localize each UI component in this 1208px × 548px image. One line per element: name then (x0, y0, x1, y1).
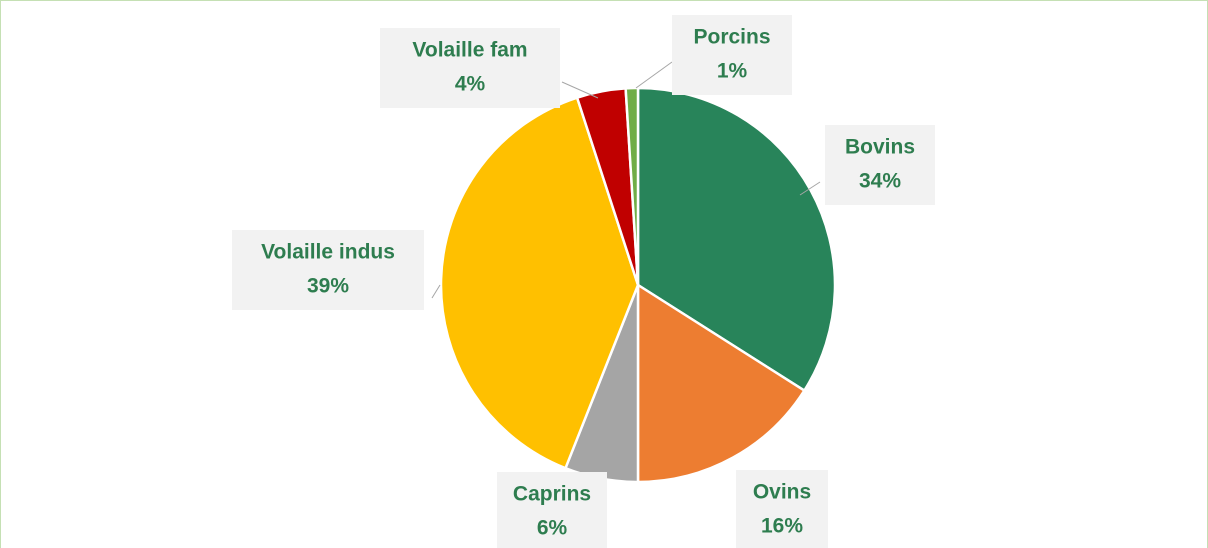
category-label: Porcins (693, 26, 770, 49)
pie-slice (624, 86, 640, 286)
leader-line (635, 61, 673, 89)
label-box (232, 230, 424, 310)
pie-slice (636, 282, 807, 484)
label-box (672, 15, 792, 95)
category-label: Ovins (753, 481, 811, 504)
value-label: 34% (859, 170, 901, 193)
leader-line (799, 181, 821, 196)
value-label: 4% (455, 73, 486, 96)
label-box (380, 28, 560, 108)
value-label: 1% (717, 60, 748, 83)
category-label: Caprins (513, 483, 591, 506)
category-label: Volaille fam (412, 39, 527, 62)
category-label: Volaille indus (261, 241, 395, 264)
value-label: 39% (307, 275, 349, 298)
label-box (825, 125, 935, 205)
label-box (736, 470, 828, 548)
value-label: 16% (761, 515, 803, 538)
category-label: Bovins (845, 136, 915, 159)
value-label: 6% (537, 517, 568, 540)
label-box (497, 472, 607, 548)
pie-slice (439, 96, 640, 470)
leader-line (431, 284, 441, 299)
leader-line (561, 81, 599, 99)
